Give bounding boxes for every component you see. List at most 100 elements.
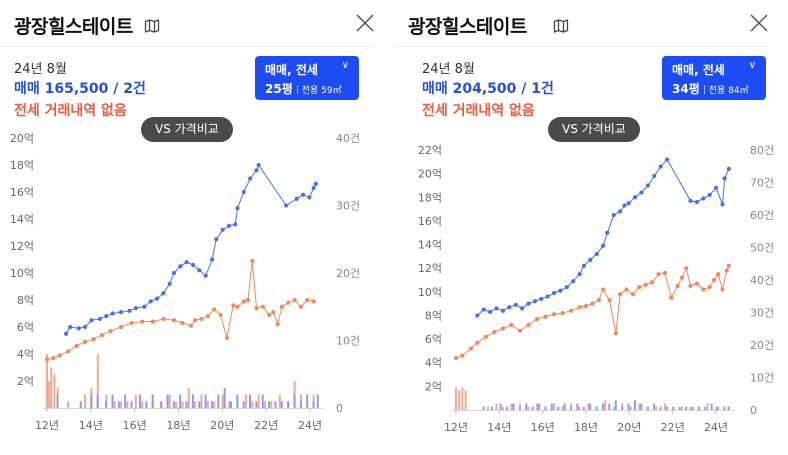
volume-bar-trade [512, 403, 515, 410]
price-point-trade [161, 291, 166, 296]
price-point-lease [271, 310, 276, 315]
y-axis-right-tick: 20건 [750, 339, 774, 352]
price-point-trade [701, 196, 706, 201]
map-icon[interactable] [144, 18, 160, 34]
volume-bar-lease [587, 403, 590, 410]
volume-bar-trade [538, 403, 541, 410]
y-axis-left-tick: 8억 [425, 309, 442, 322]
volume-bar-lease [244, 394, 247, 408]
price-point-lease [298, 304, 304, 309]
volume-bar-lease [706, 403, 709, 410]
price-point-lease [66, 349, 71, 354]
price-point-trade [190, 262, 196, 267]
volume-bar-lease [510, 403, 513, 410]
volume-bar-lease [181, 401, 184, 408]
trade-month: 24년 8월 [14, 62, 67, 77]
volume-bar-lease [527, 406, 530, 410]
volume-bar-trade [678, 406, 681, 410]
y-axis-left-tick: 12억 [10, 240, 34, 253]
price-point-trade [233, 222, 238, 227]
volume-bar-trade [550, 403, 553, 410]
x-axis-label: 16년 [531, 421, 555, 434]
volume-bar-lease [120, 401, 123, 408]
price-point-lease [726, 263, 731, 268]
volume-bar-trade [563, 403, 566, 410]
price-point-lease [694, 281, 699, 286]
price-point-trade [639, 190, 644, 195]
volume-bar-trade [130, 401, 133, 408]
y-axis-left-tick: 18억 [10, 159, 34, 172]
map-icon[interactable] [553, 18, 569, 34]
price-point-lease [607, 297, 612, 303]
price-panel-25: 광장힐스테이트 24년 8월 매매 165,500 / 2건 전세 거래내역 없… [0, 12, 376, 432]
volume-bar-lease [50, 367, 53, 408]
volume-bar-trade [691, 406, 694, 410]
price-line-trade [476, 158, 730, 316]
volume-bar-lease [604, 400, 607, 410]
price-point-lease [684, 266, 689, 271]
volume-bar-trade [105, 401, 108, 408]
price-point-trade [519, 306, 525, 311]
x-axis-label: 24년 [704, 421, 728, 434]
volume-bar-lease [96, 354, 99, 408]
size-label: 25평 전용 59㎡ [265, 80, 342, 97]
price-panel-34: 광장힐스테이트 24년 8월 매매 204,500 / 1건 전세 거래내역 없… [394, 0, 788, 455]
volume-bar-lease [655, 406, 658, 410]
price-point-lease [630, 292, 636, 297]
price-point-trade [707, 192, 712, 198]
close-icon[interactable] [354, 12, 376, 34]
lease-summary: 전세 거래내역 없음 [422, 103, 535, 119]
price-point-lease [275, 322, 280, 327]
dropdown-separator [296, 85, 298, 94]
volume-bar-lease [228, 401, 230, 408]
x-axis-label: 12년 [35, 419, 59, 432]
deal-type-dropdown[interactable]: 매매, 전세 ∨ 25평 전용 59㎡ [255, 56, 359, 100]
price-point-lease [475, 340, 480, 345]
price-line-trade [65, 163, 317, 335]
volume-bar-trade [506, 406, 509, 410]
price-point-lease [235, 304, 240, 309]
price-point-lease [224, 335, 229, 340]
price-point-lease [460, 353, 465, 358]
price-point-trade [652, 173, 657, 179]
price-point-trade [481, 307, 486, 312]
volume-bar-trade [56, 394, 59, 408]
vs-compare-button[interactable]: VS 가격비교 [548, 117, 640, 142]
y-axis-left-tick: 22억 [418, 144, 442, 157]
volume-bar-trade [268, 401, 271, 408]
volume-bar-trade [595, 406, 598, 410]
close-icon[interactable] [748, 12, 770, 34]
y-axis-right-tick: 80건 [750, 144, 774, 157]
price-point-lease [311, 299, 316, 304]
volume-bar-trade [482, 406, 485, 410]
volume-bar-lease [663, 403, 666, 410]
volume-bar-lease [134, 394, 137, 408]
x-axis-label: 14년 [487, 421, 511, 434]
y-axis-right-tick: 30건 [750, 307, 774, 320]
y-axis-right-tick: 40건 [336, 132, 360, 145]
price-point-trade [294, 196, 299, 201]
volume-bar-lease [200, 394, 203, 408]
price-point-trade [214, 237, 219, 242]
volume-bar-trade [160, 401, 163, 408]
deal-type-dropdown[interactable]: 매매, 전세 ∨ 34평 전용 84㎡ [662, 56, 766, 100]
volume-bar-trade [499, 403, 502, 410]
price-point-trade [588, 257, 593, 263]
price-point-trade [645, 183, 650, 188]
price-point-trade [184, 260, 189, 265]
price-point-lease [534, 316, 540, 322]
price-point-trade [545, 294, 550, 299]
volume-bar-trade [255, 401, 258, 408]
price-point-lease [150, 319, 155, 324]
volume-bar-trade [185, 401, 188, 408]
volume-bar-trade [139, 394, 141, 408]
y-axis-left-tick: 16억 [10, 186, 34, 199]
vs-compare-button[interactable]: VS 가격비교 [141, 117, 233, 142]
volume-bar-lease [578, 406, 581, 410]
price-point-lease [720, 287, 725, 292]
price-point-lease [551, 312, 557, 317]
volume-bar-trade [627, 403, 630, 410]
price-point-trade [622, 203, 627, 208]
volume-bar-trade [614, 400, 617, 410]
price-point-trade [154, 296, 160, 301]
